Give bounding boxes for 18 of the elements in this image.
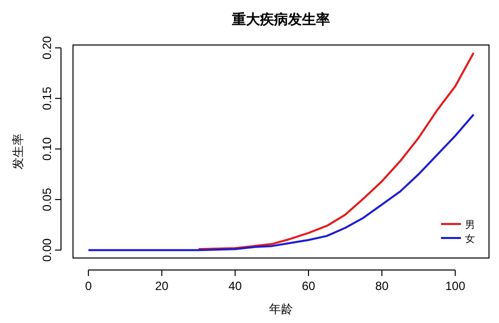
y-tick-label: 0.15 xyxy=(40,86,54,110)
x-tick-label: 60 xyxy=(302,279,316,293)
y-tick-label: 0.00 xyxy=(40,238,54,262)
x-tick-label: 20 xyxy=(155,279,169,293)
chart-title: 重大疾病发生率 xyxy=(231,11,330,27)
y-tick-label: 0.10 xyxy=(40,136,54,161)
line-series xyxy=(197,52,475,250)
x-tick-label: 100 xyxy=(445,279,466,293)
legend-label: 男 xyxy=(465,220,475,231)
x-tick-label: 40 xyxy=(228,279,242,293)
y-tick-label: 0.05 xyxy=(40,188,54,212)
x-tick-label: 0 xyxy=(85,279,92,293)
y-tick-label: 0.20 xyxy=(40,36,54,60)
legend-label: 女 xyxy=(465,233,475,245)
line-series xyxy=(87,114,475,252)
x-axis-title: 年龄 xyxy=(269,302,293,316)
y-axis-title: 发生率 xyxy=(11,134,25,170)
x-tick-label: 80 xyxy=(375,279,389,293)
